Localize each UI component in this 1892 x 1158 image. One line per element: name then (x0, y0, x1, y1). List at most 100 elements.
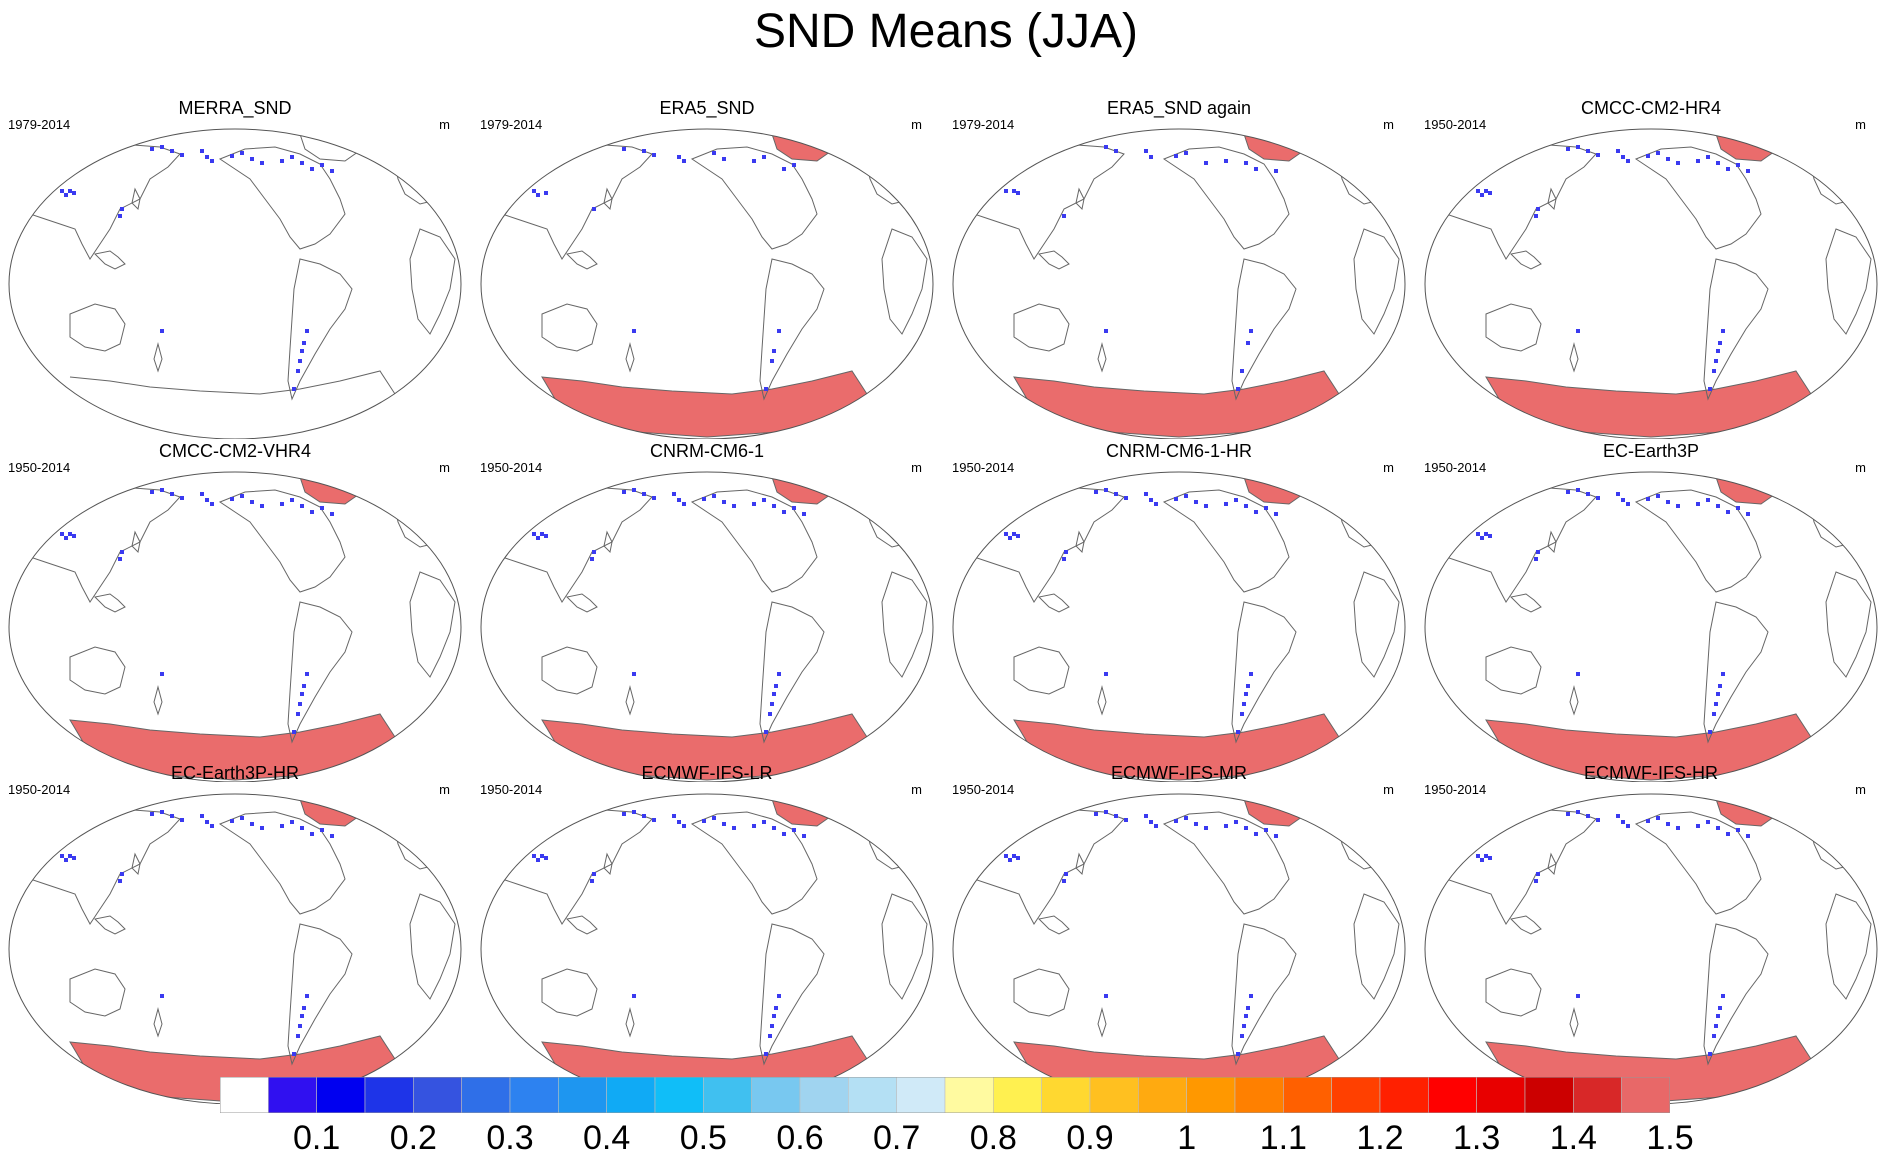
snow-cell (682, 159, 686, 163)
snow-cell (1646, 154, 1650, 158)
snow-cell (772, 692, 776, 696)
map-globe (1424, 471, 1878, 782)
map-globe (8, 793, 462, 1104)
snow-cell (1708, 730, 1712, 734)
snow-cell (1254, 832, 1258, 836)
snow-cell (1224, 502, 1228, 506)
map-panel: ERA5_SND again 1979-2014 m (944, 97, 1414, 439)
snow-cell (1012, 854, 1016, 858)
snow-cell (1004, 854, 1008, 858)
snow-cell (150, 490, 154, 494)
panel-period: 1950-2014 (1424, 460, 1487, 475)
snow-cell (1621, 820, 1625, 824)
snow-cell (1576, 329, 1580, 333)
snow-cell (1236, 730, 1240, 734)
coast-namer (1634, 811, 1762, 915)
snow-cell (298, 1024, 302, 1028)
snow-cell (1184, 494, 1188, 498)
snow-cell (1104, 810, 1108, 814)
snow-cell (544, 856, 548, 860)
map-globe (1424, 793, 1878, 1104)
snow-cell (1696, 824, 1700, 828)
colorbar-box (1186, 1076, 1236, 1114)
snow-cell (1249, 672, 1253, 676)
snow-cell (536, 193, 540, 197)
coast-africa (409, 893, 456, 1000)
snow-cell (160, 672, 164, 676)
snow-cell (1274, 512, 1278, 516)
snow-cell (240, 816, 244, 820)
snow-cell (1194, 822, 1198, 826)
colorbar-box (1234, 1076, 1284, 1114)
snow-cell (770, 702, 774, 706)
colorbar-box (799, 1076, 849, 1114)
colorbar-box (413, 1076, 462, 1114)
snow-cell (230, 819, 234, 823)
coast-australia (541, 968, 598, 1017)
panel-period: 1950-2014 (480, 460, 543, 475)
globe-border (1424, 471, 1878, 782)
colorbar-tick-label: 1.1 (1259, 1119, 1307, 1157)
snow-cell (1144, 149, 1148, 153)
snow-cell (622, 490, 626, 494)
snow-cell (1746, 512, 1750, 516)
snow-cell (1064, 872, 1068, 876)
coast-africa (1353, 228, 1400, 335)
antarctica-snow (541, 370, 868, 438)
snow-cell (592, 872, 596, 876)
snow-cell (1154, 502, 1158, 506)
snow-cell (1626, 159, 1630, 163)
snow-cell (1224, 824, 1228, 828)
snow-cell (1706, 498, 1710, 502)
snow-cell (632, 810, 636, 814)
snow-cell (762, 155, 766, 159)
snow-cell (64, 536, 68, 540)
snow-cell (1488, 191, 1492, 195)
colorbar-box (606, 1076, 656, 1114)
snow-cell (292, 730, 296, 734)
snow-cell (1746, 834, 1750, 838)
panel-unit: m (439, 782, 450, 797)
snow-cell (1016, 191, 1020, 195)
coast-nz (625, 1007, 635, 1038)
map-globe (480, 793, 934, 1104)
snow-cell (770, 359, 774, 363)
snow-cell (210, 502, 214, 506)
snow-cell (1716, 504, 1720, 508)
snow-cell (1174, 154, 1178, 158)
snow-cell (1576, 145, 1580, 149)
coast-samer (1703, 258, 1769, 401)
coast-nz (1569, 342, 1579, 373)
snow-cell (1154, 824, 1158, 828)
coast-nz (1097, 1007, 1107, 1038)
snow-cell (1726, 510, 1730, 514)
snow-cell (532, 532, 536, 536)
snow-cell (752, 824, 756, 828)
snow-cell (1204, 826, 1208, 830)
snow-cell (300, 692, 304, 696)
snow-cell (672, 814, 676, 818)
snow-cell (1062, 557, 1066, 561)
snow-cell (752, 502, 756, 506)
snow-cell (540, 854, 544, 858)
map-globe (1424, 128, 1878, 439)
colorbar-labels: 0.1 0.2 0.3 0.4 0.5 0.6 0.7 0.8 0.9 1 1.1 1.2 1.3 1.4… (220, 1118, 1694, 1158)
snow-cell (1242, 702, 1246, 706)
colorbar-box (1621, 1076, 1671, 1114)
map-globe (952, 471, 1406, 782)
snow-cell (1144, 814, 1148, 818)
snow-cell (296, 1034, 300, 1038)
snow-cell (792, 163, 796, 167)
snow-cell (1596, 153, 1600, 157)
coast-namer (1162, 146, 1290, 250)
snow-cell (772, 349, 776, 353)
snow-cell (652, 818, 656, 822)
coast-nz (1569, 1007, 1579, 1038)
coast-sea (1037, 593, 1070, 613)
snow-cell (1274, 169, 1278, 173)
snow-cell (250, 157, 254, 161)
coast-namer (690, 146, 818, 250)
snow-cell (200, 814, 204, 818)
coast-australia (541, 646, 598, 695)
coast-samer (287, 258, 353, 401)
